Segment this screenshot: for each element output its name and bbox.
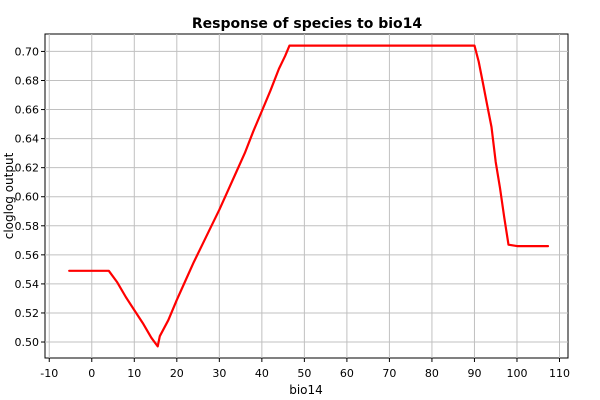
x-tick-label: 30 (212, 367, 226, 380)
x-tick-label: 50 (297, 367, 311, 380)
x-tick-label: 0 (88, 367, 95, 380)
axis-ticks: -10 0 10 20 30 40 50 60 70 80 90 100 110 0.50 0.52 0.54… (15, 45, 570, 380)
y-tick-label: 0.52 (15, 307, 40, 320)
plot-area (44, 33, 569, 359)
x-tick-label: -10 (40, 367, 58, 380)
x-tick-label: 10 (127, 367, 141, 380)
chart-title: Response of species to bio14 (192, 16, 423, 32)
y-tick-label: 0.64 (15, 133, 40, 146)
x-tick-label: 80 (425, 367, 439, 380)
y-tick-label: 0.70 (15, 45, 40, 58)
y-tick-label: 0.56 (15, 249, 40, 262)
series-layer (68, 44, 550, 348)
y-tick-label: 0.60 (15, 191, 40, 204)
y-tick-label: 0.50 (15, 336, 40, 349)
x-tick-label: 110 (549, 367, 570, 380)
x-tick-label: 70 (382, 367, 396, 380)
x-axis-label: bio14 (289, 383, 323, 397)
x-tick-label: 90 (467, 367, 481, 380)
x-tick-label: 20 (170, 367, 184, 380)
y-tick-label: 0.68 (15, 74, 40, 87)
y-axis-label: cloglog output (2, 152, 16, 239)
y-tick-label: 0.62 (15, 162, 40, 175)
response-curve (68, 44, 550, 348)
y-tick-label: 0.58 (15, 220, 40, 233)
x-tick-label: 60 (340, 367, 354, 380)
x-tick-label: 40 (255, 367, 269, 380)
grid-lines (45, 34, 568, 358)
x-tick-label: 100 (506, 367, 527, 380)
y-tick-label: 0.66 (15, 104, 40, 117)
y-tick-label: 0.54 (15, 278, 40, 291)
